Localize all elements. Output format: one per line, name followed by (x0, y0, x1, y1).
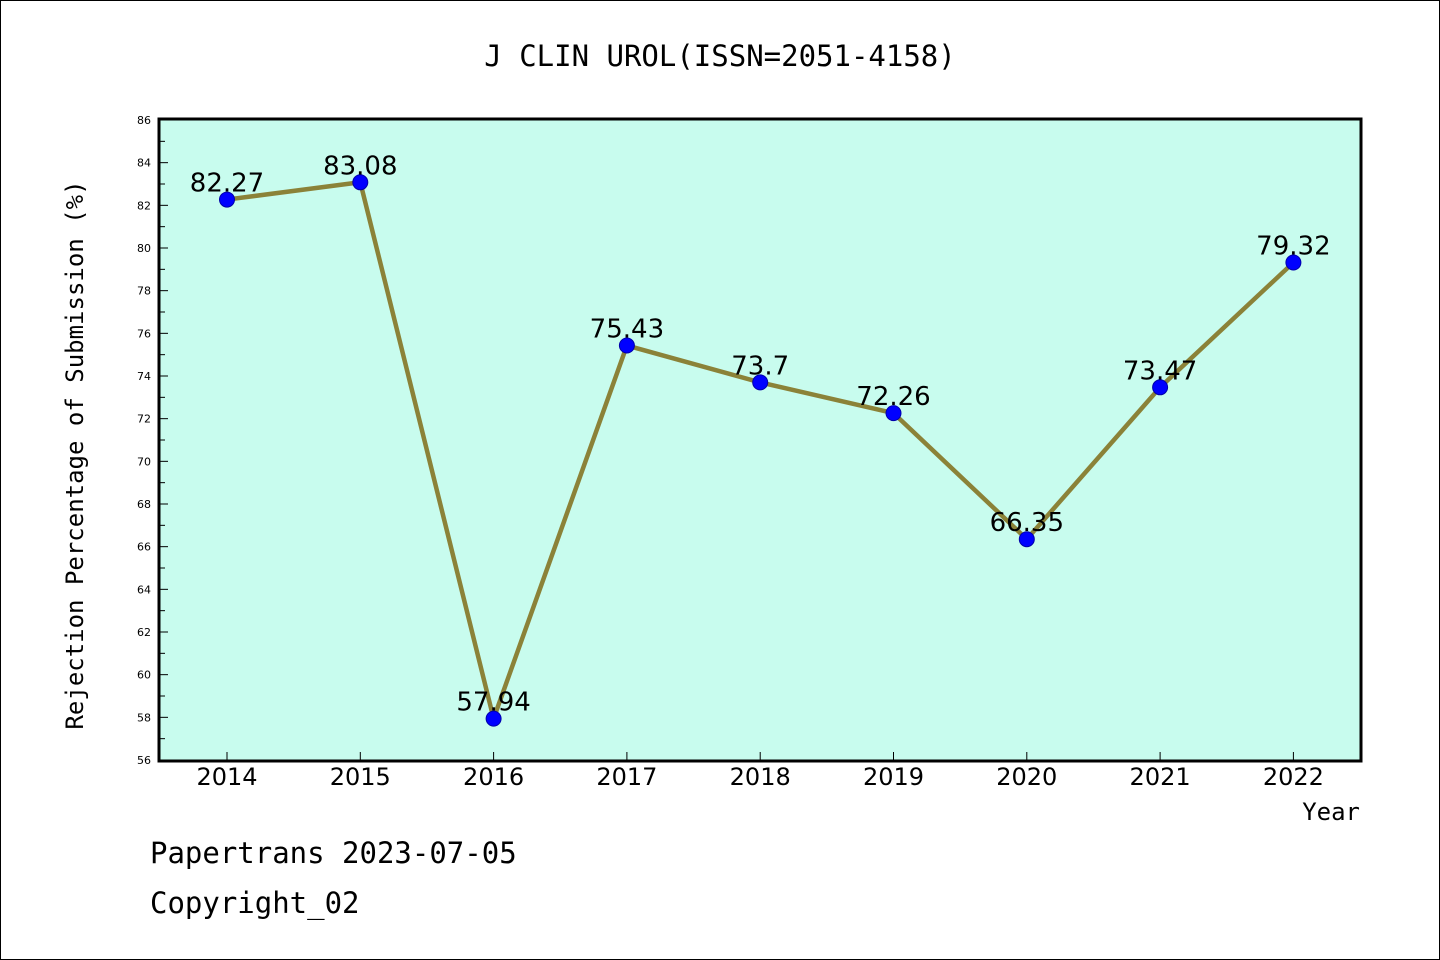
x-tick-label: 2014 (196, 763, 257, 791)
x-tick-label: 2016 (463, 763, 524, 791)
data-point (1152, 379, 1169, 396)
data-labels: 82.27 83.08 57.94 75.43 73.7 72.26 66.35 73.47 7… (190, 151, 1331, 717)
data-series (219, 174, 1302, 727)
y-tick-label: 64 (137, 583, 151, 596)
x-tick-label: 2020 (996, 763, 1057, 791)
data-label: 66.35 (990, 508, 1064, 538)
x-tick-label: 2017 (596, 763, 657, 791)
data-label: 73.47 (1123, 356, 1197, 386)
x-tick-label: 2015 (330, 763, 391, 791)
data-label: 57.94 (456, 688, 530, 718)
y-tick-label: 82 (137, 199, 151, 212)
data-point (618, 337, 635, 354)
footer-date: Papertrans 2023-07-05 (150, 836, 517, 870)
x-tick-label: 2018 (730, 763, 791, 791)
data-label: 79.32 (1256, 232, 1330, 262)
data-label: 73.7 (731, 351, 789, 381)
y-tick-label: 62 (137, 626, 151, 639)
y-tick-label: 58 (137, 711, 151, 724)
x-tick-label: 2022 (1263, 763, 1324, 791)
data-point (1018, 531, 1035, 548)
data-point (885, 405, 902, 422)
data-point (752, 374, 769, 391)
y-tick-label: 84 (137, 157, 151, 170)
x-axis: 2014 2015 2016 2017 2018 2019 2020 2021 2022 (196, 752, 1324, 791)
y-tick-label: 80 (137, 242, 151, 255)
y-tick-label: 70 (137, 455, 151, 468)
y-tick-label: 66 (137, 541, 151, 554)
y-tick-label: 60 (137, 669, 151, 682)
x-tick-label: 2021 (1130, 763, 1191, 791)
chart-title: J CLIN UROL(ISSN=2051-4158) (484, 39, 955, 73)
data-point (219, 191, 235, 208)
data-point (1285, 254, 1302, 271)
y-tick-label: 72 (137, 413, 151, 426)
y-tick-label: 68 (137, 498, 151, 511)
y-tick-label: 76 (137, 327, 151, 340)
y-tick-label: 86 (137, 114, 151, 127)
y-tick-label: 74 (137, 370, 151, 383)
data-point (485, 710, 502, 727)
data-label: 83.08 (323, 151, 397, 181)
y-axis: 56 58 60 62 64 66 68 70 72 74 76 78 80 82 84 86 (137, 114, 168, 767)
data-label: 75.43 (590, 314, 664, 344)
data-label: 82.27 (190, 169, 264, 199)
y-axis-label: Rejection Percentage of Submission (%) (61, 180, 89, 729)
data-point (352, 174, 369, 191)
x-axis-label: Year (1302, 798, 1360, 826)
footer-copyright: Copyright_02 (150, 886, 360, 920)
y-tick-label: 78 (137, 285, 151, 298)
data-label: 72.26 (856, 382, 930, 412)
x-tick-label: 2019 (863, 763, 924, 791)
plot-area (157, 117, 1363, 763)
y-tick-label: 56 (137, 754, 151, 767)
